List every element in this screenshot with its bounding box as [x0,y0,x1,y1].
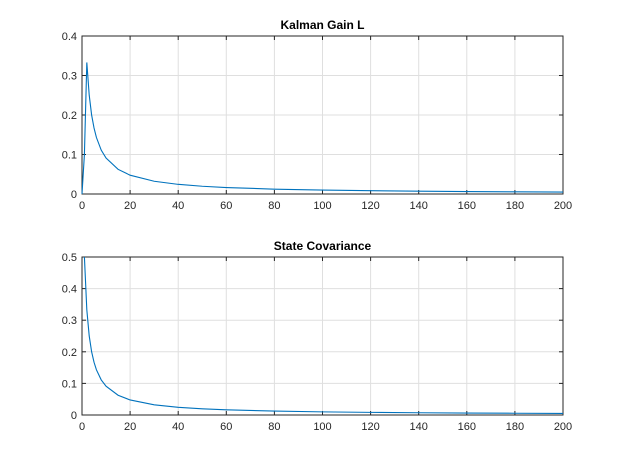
kalman-gain-x-tick-label: 180 [506,200,524,212]
state-covariance-x-tick-label: 40 [172,421,184,433]
state-covariance-series-line [83,256,564,414]
state-covariance-y-tick-label: 0.2 [62,347,77,359]
state-covariance-x-tick-label: 180 [506,421,524,433]
kalman-gain-x-tick-label: 160 [458,200,476,212]
kalman-gain-x-tick-label: 100 [313,200,331,212]
state-covariance-y-tick-label: 0 [71,410,77,422]
state-covariance-y-tick-label: 0.4 [62,284,77,296]
kalman-gain-series-line [81,62,564,195]
state-covariance-y-tick-label: 0.3 [62,315,77,327]
kalman-gain-x-tick-label: 0 [79,200,85,212]
state-covariance-x-tick-label: 80 [268,421,280,433]
kalman-gain-x-tick-label: 20 [124,200,136,212]
state-covariance-x-tick-label: 100 [313,421,331,433]
kalman-gain-y-tick-label: 0 [71,189,77,201]
state-covariance-x-tick-label: 60 [220,421,232,433]
kalman-gain-y-tick-label: 0.3 [62,71,77,83]
kalman-gain-x-tick-label: 140 [410,200,428,212]
kalman-gain-x-tick-label: 80 [268,200,280,212]
state-covariance-x-tick-label: 200 [554,421,572,433]
state-covariance-axes: 0 20 40 60 80 100 120 140 160 180 200 0 0.1 0.2 0.3 0.4… [62,239,572,433]
kalman-gain-axes: 0 20 40 60 80 100 120 140 160 180 200 0 0.1 0.2 0.3 0.4… [62,18,572,212]
kalman-gain-title: Kalman Gain L [280,18,364,32]
state-covariance-x-tick-label: 20 [124,421,136,433]
state-covariance-x-tick-label: 140 [410,421,428,433]
kalman-gain-y-tick-label: 0.1 [62,150,77,162]
state-covariance-title: State Covariance [274,239,372,253]
state-covariance-x-tick-label: 160 [458,421,476,433]
state-covariance-x-tick-label: 120 [361,421,379,433]
kalman-gain-x-tick-label: 120 [361,200,379,212]
state-covariance-y-tick-label: 0.5 [62,252,77,264]
kalman-gain-y-tick-label: 0.2 [62,110,77,122]
kalman-gain-x-tick-label: 40 [172,200,184,212]
kalman-gain-y-tick-label: 0.4 [62,31,77,43]
kalman-gain-x-tick-label: 200 [554,200,572,212]
kalman-gain-x-tick-label: 60 [220,200,232,212]
state-covariance-y-tick-label: 0.1 [62,378,77,390]
state-covariance-x-tick-label: 0 [79,421,85,433]
